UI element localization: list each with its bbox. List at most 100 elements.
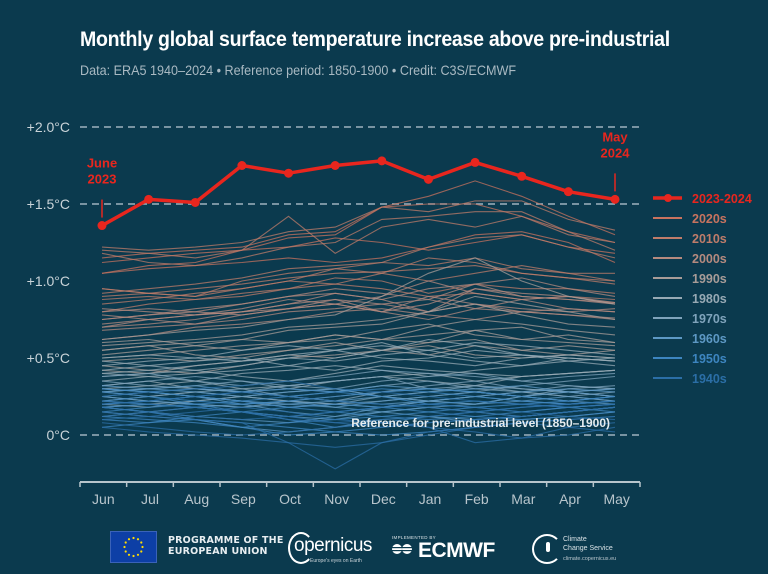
series-line-1940s xyxy=(101,403,616,421)
legend-label-2000s: 2000s xyxy=(692,252,727,266)
data-point-2023-2024 xyxy=(97,221,107,231)
data-point-2023-2024 xyxy=(377,156,387,166)
eu-star xyxy=(140,550,143,553)
legend-label-2023-2024: 2023-2024 xyxy=(692,192,752,206)
series-line-1970s xyxy=(101,375,616,393)
data-point-2023-2024 xyxy=(470,157,480,167)
series-line-1940s xyxy=(101,411,616,470)
climate-service-label: Climate Change Service xyxy=(563,536,613,553)
climate-service-url: climate.copernicus.eu xyxy=(563,556,617,562)
series-line-2020s xyxy=(101,231,616,274)
eu-star xyxy=(140,541,143,544)
eu-star xyxy=(136,538,140,541)
data-point-2023-2024 xyxy=(330,161,340,170)
chart-title: Monthly global surface temperature incre… xyxy=(80,28,670,51)
historical-series xyxy=(101,180,616,470)
chart-subtitle: Data: ERA5 1940–2024 • Reference period:… xyxy=(80,62,517,78)
series-line-1940s xyxy=(101,422,616,439)
y-tick-label: +1.0°C xyxy=(27,273,70,289)
eu-line-1: PROGRAMME OF THE xyxy=(168,535,284,546)
x-tick-label: Feb xyxy=(465,491,489,507)
copernicus-tagline: Europe's eyes on Earth xyxy=(310,558,362,564)
series-line-1990s xyxy=(101,295,616,347)
data-point-2023-2024 xyxy=(517,171,527,181)
thermometer-icon xyxy=(546,542,550,552)
series-line-1990s xyxy=(101,323,616,356)
x-tick-label: May xyxy=(603,491,629,507)
eu-star xyxy=(124,541,127,544)
series-line-2010s xyxy=(101,215,616,259)
ecmwf-logo-icon xyxy=(392,544,412,554)
series-line-1990s xyxy=(101,326,616,359)
y-tick-label: +0.5°C xyxy=(27,350,70,366)
x-tick-label: Jan xyxy=(419,491,442,507)
footer: PROGRAMME OF THE EUROPEAN UNION opernicu… xyxy=(0,522,768,574)
series-line-2010s xyxy=(101,211,616,267)
data-point-2023-2024 xyxy=(284,168,294,178)
climate-service-icon xyxy=(532,534,562,564)
data-point-2023-2024 xyxy=(610,194,620,204)
series-line-1980s xyxy=(101,349,616,367)
eu-star xyxy=(136,553,140,556)
x-tick-label: Jun xyxy=(92,491,115,507)
series-line-1980s xyxy=(101,349,616,371)
data-point-2023-2024 xyxy=(423,174,433,184)
legend-label-2020s: 2020s xyxy=(692,212,727,226)
y-tick-label: +2.0°C xyxy=(27,119,70,135)
series-line-2000s xyxy=(101,288,616,328)
data-point-2023-2024 xyxy=(144,194,154,204)
series-line-1970s xyxy=(101,372,616,390)
series-line-1940s xyxy=(101,380,616,408)
eu-star xyxy=(132,536,135,540)
series-line-1990s xyxy=(101,303,616,347)
series-line-1950s xyxy=(101,395,616,428)
series-line-2010s xyxy=(101,234,616,294)
series-line-2000s xyxy=(101,298,616,331)
legend-label-1950s: 1950s xyxy=(692,352,727,366)
series-line-2020s xyxy=(101,180,616,264)
series-line-1960s xyxy=(101,385,616,408)
eu-line-2: EUROPEAN UNION xyxy=(168,546,268,557)
annotation-label: May xyxy=(602,129,628,144)
eu-star xyxy=(123,545,126,549)
series-line-1940s xyxy=(101,400,616,424)
legend: 2023-2024 2020s 2010s 2000s 1990s 1980s 1970s 1… xyxy=(653,192,752,386)
series-line-2010s xyxy=(101,200,616,251)
x-tick-label: Mar xyxy=(511,491,535,507)
copernicus-c-icon xyxy=(288,532,314,564)
series-line-1970s xyxy=(101,369,616,387)
annotation-label: June xyxy=(87,156,117,171)
series-line-2010s xyxy=(101,257,616,297)
data-point-2023-2024 xyxy=(237,161,247,170)
eu-flag-icon xyxy=(110,531,157,563)
eu-star xyxy=(132,554,135,558)
legend-label-1960s: 1960s xyxy=(692,332,727,346)
series-line-1960s xyxy=(101,385,616,405)
x-tick-label: Oct xyxy=(279,491,301,507)
y-tick-label: 0°C xyxy=(47,427,71,443)
series-line-1990s xyxy=(101,257,616,341)
series-line-2000s xyxy=(101,277,616,313)
y-tick-label: +1.5°C xyxy=(27,196,70,212)
series-line-2010s xyxy=(101,277,616,301)
eu-star xyxy=(127,538,131,541)
legend-label-1940s: 1940s xyxy=(692,372,727,386)
reference-label: Reference for pre-industrial level (1850… xyxy=(351,416,610,430)
legend-label-1980s: 1980s xyxy=(692,292,727,306)
data-point-2023-2024 xyxy=(563,187,573,197)
x-tick-label: Jul xyxy=(141,491,159,507)
x-axis: Jun Jul Aug Sep Oct Nov Dec Jan Feb Mar Apr May xyxy=(79,481,641,507)
chart: +2.0°C +1.5°C +1.0°C +0.5°C 0°C Reference fo… xyxy=(27,119,752,507)
series-line-1940s xyxy=(101,422,616,448)
series-line-2010s xyxy=(101,265,616,305)
reference-lines xyxy=(80,126,640,436)
legend-label-2010s: 2010s xyxy=(692,232,727,246)
y-axis: +2.0°C +1.5°C +1.0°C +0.5°C 0°C xyxy=(27,119,70,443)
eu-star xyxy=(141,545,144,549)
ecmwf-wordmark: ECMWF xyxy=(418,539,495,562)
c3s-line-1: Climate xyxy=(563,536,587,543)
ecmwf-implemented-label: IMPLEMENTED BY xyxy=(392,535,436,540)
eu-star xyxy=(127,553,131,556)
x-tick-label: Sep xyxy=(231,491,256,507)
legend-marker-2023-2024 xyxy=(664,194,672,202)
